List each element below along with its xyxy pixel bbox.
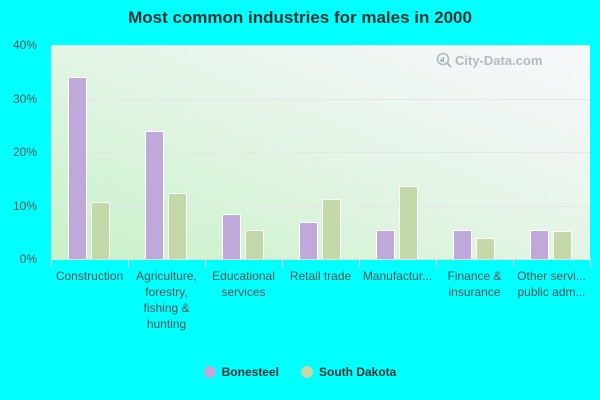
x-tick	[282, 259, 283, 267]
bar-south-dakota[interactable]	[322, 198, 341, 259]
gridline	[51, 98, 590, 100]
x-axis-line	[51, 259, 590, 260]
bar-bonesteel[interactable]	[145, 130, 164, 259]
x-tick-label: Retail trade	[289, 269, 352, 283]
bar-south-dakota[interactable]	[245, 229, 264, 259]
x-tick	[51, 259, 52, 267]
x-tick	[205, 259, 206, 267]
bar-south-dakota[interactable]	[553, 231, 572, 259]
legend-label: Bonesteel	[221, 365, 279, 379]
watermark-text: City-Data.com	[455, 52, 543, 68]
x-tick	[436, 259, 437, 267]
x-tick	[128, 259, 129, 267]
y-tick-label: 30%	[12, 91, 37, 106]
bar-bonesteel[interactable]	[222, 213, 241, 259]
bar-bonesteel[interactable]	[530, 229, 549, 259]
x-tick-label: Finance & insurance	[447, 269, 502, 299]
magnifier-chart-icon	[436, 52, 452, 68]
bar-south-dakota[interactable]	[168, 193, 187, 259]
bar-south-dakota[interactable]	[91, 201, 110, 259]
x-tick	[590, 259, 591, 267]
bar-bonesteel[interactable]	[68, 76, 87, 259]
x-tick	[513, 259, 514, 267]
legend-item-bonesteel[interactable]: Bonesteel	[203, 365, 279, 379]
gridline	[51, 152, 590, 153]
bar-south-dakota[interactable]	[476, 238, 495, 259]
legend-dot-icon	[203, 366, 216, 378]
y-tick-label: 0%	[19, 252, 37, 266]
legend-label: South Dakota	[319, 365, 397, 379]
x-tick-label: Manufactur...	[362, 269, 433, 283]
legend: Bonesteel South Dakota	[0, 365, 600, 379]
x-tick-label: Educational services	[212, 269, 275, 299]
bar-bonesteel[interactable]	[453, 229, 472, 259]
bar-south-dakota[interactable]	[399, 185, 418, 259]
y-tick-label: 40%	[12, 38, 37, 52]
plot-area: City-Data.com	[51, 45, 590, 259]
y-tick-label: 10%	[12, 198, 37, 213]
x-tick	[359, 259, 360, 267]
bar-bonesteel[interactable]	[376, 229, 395, 259]
x-tick-label: Other servi... public adm...	[517, 269, 586, 299]
y-tick-label: 20%	[12, 145, 37, 159]
bar-bonesteel[interactable]	[299, 221, 318, 259]
chart-title: Most common industries for males in 2000	[128, 8, 472, 27]
x-tick-label: Construction	[55, 269, 124, 283]
legend-dot-icon	[301, 366, 313, 378]
gridline	[51, 205, 590, 207]
x-tick-label: Agriculture, forestry, fishing & hunting	[136, 269, 197, 331]
watermark: City-Data.com	[436, 52, 542, 68]
legend-item-south-dakota[interactable]: South Dakota	[301, 365, 396, 379]
gridline	[51, 45, 590, 46]
